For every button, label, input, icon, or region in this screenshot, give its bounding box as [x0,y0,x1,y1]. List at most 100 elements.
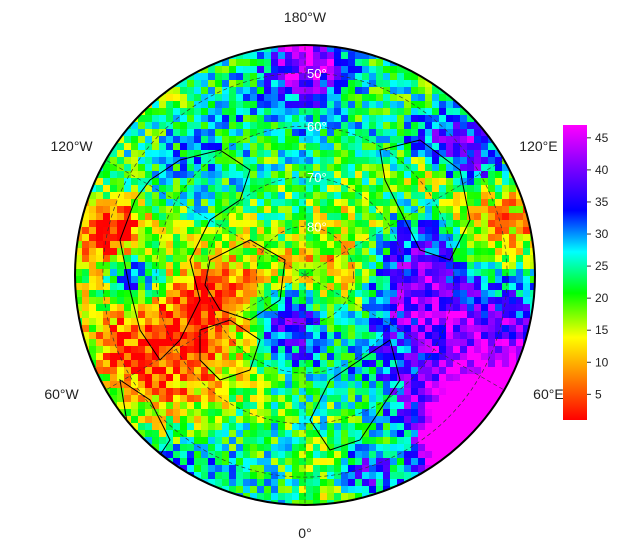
data-cell [145,94,153,102]
data-cell [124,255,132,263]
data-cell [215,276,223,284]
data-cell [439,367,447,375]
data-cell [299,325,307,333]
data-cell [236,73,244,81]
data-cell [327,171,335,179]
data-cell [481,136,489,144]
data-cell [327,185,335,193]
data-cell [285,80,293,88]
data-cell [439,157,447,165]
data-cell [264,73,272,81]
data-cell [404,94,412,102]
data-cell [75,290,83,298]
data-cell [404,213,412,221]
data-cell [250,255,258,263]
data-cell [481,360,489,368]
data-cell [481,178,489,186]
data-cell [341,150,349,158]
data-cell [152,220,160,228]
data-cell [243,213,251,221]
data-cell [124,339,132,347]
data-cell [383,290,391,298]
data-cell [117,150,125,158]
data-cell [103,143,111,151]
data-cell [327,493,335,501]
data-cell [362,73,370,81]
data-cell [292,409,300,417]
data-cell [278,101,286,109]
data-cell [432,318,440,326]
data-cell [180,283,188,291]
data-cell [369,192,377,200]
data-cell [173,325,181,333]
data-cell [236,115,244,123]
data-cell [516,325,524,333]
data-cell [89,283,97,291]
data-cell [355,150,363,158]
data-cell [236,437,244,445]
data-cell [138,388,146,396]
data-cell [453,115,461,123]
data-cell [208,108,216,116]
data-cell [495,157,503,165]
data-cell [341,101,349,109]
data-cell [404,472,412,480]
data-cell [166,122,174,130]
data-cell [250,402,258,410]
data-cell [474,276,482,284]
data-cell [117,367,125,375]
data-cell [299,388,307,396]
data-cell [222,185,230,193]
data-cell [341,409,349,417]
data-cell [446,136,454,144]
data-cell [194,353,202,361]
data-cell [159,367,167,375]
data-cell [320,479,328,487]
data-cell [376,276,384,284]
data-cell [383,346,391,354]
data-cell [236,318,244,326]
data-cell [348,220,356,228]
data-cell [334,248,342,256]
data-cell [89,213,97,221]
data-cell [131,178,139,186]
data-cell [215,52,223,60]
data-cell [376,318,384,326]
data-cell [96,318,104,326]
data-cell [285,395,293,403]
data-cell [495,199,503,207]
data-cell [397,192,405,200]
data-cell [460,192,468,200]
data-cell [201,269,209,277]
data-cell [257,276,265,284]
data-cell [306,430,314,438]
data-cell [208,66,216,74]
data-cell [320,451,328,459]
data-cell [152,353,160,361]
data-cell [460,367,468,375]
data-cell [278,388,286,396]
data-cell [397,227,405,235]
data-cell [250,248,258,256]
data-cell [299,276,307,284]
data-cell [334,465,342,473]
data-cell [264,402,272,410]
data-cell [348,311,356,319]
data-cell [180,311,188,319]
data-cell [145,423,153,431]
data-cell [264,227,272,235]
data-cell [194,318,202,326]
data-cell [495,262,503,270]
data-cell [425,80,433,88]
data-cell [257,388,265,396]
data-cell [397,479,405,487]
data-cell [180,80,188,88]
data-cell [467,234,475,242]
data-cell [257,220,265,228]
data-cell [285,360,293,368]
data-cell [439,360,447,368]
data-cell [355,458,363,466]
data-cell [222,255,230,263]
data-cell [327,346,335,354]
